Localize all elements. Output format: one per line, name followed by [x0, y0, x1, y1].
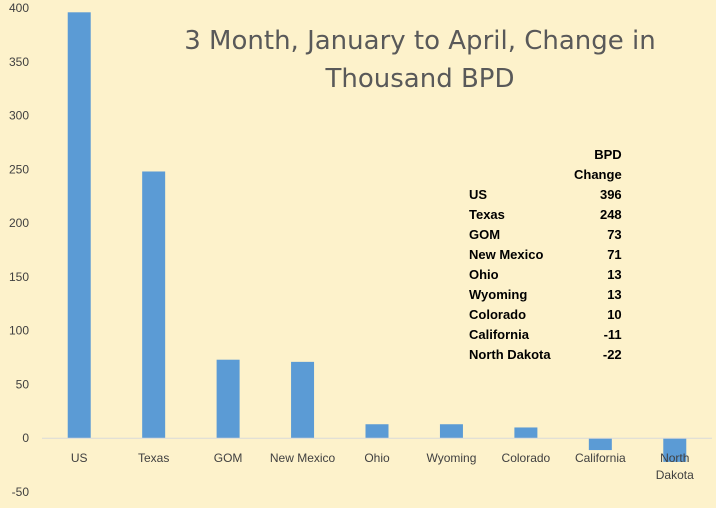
- y-tick-label: 350: [9, 55, 29, 69]
- table-cell-value: 248: [599, 207, 622, 222]
- table-cell-value: 71: [607, 247, 622, 262]
- table-row: Ohio 13: [466, 265, 622, 285]
- table-cell-value: -22: [602, 347, 622, 362]
- bar-series: [67, 12, 687, 462]
- bar-california: [588, 438, 612, 451]
- table-header-row: BPD Change: [466, 145, 622, 185]
- bar-texas: [142, 171, 166, 439]
- y-tick-label: 250: [9, 162, 29, 176]
- chart-title-line-2: Thousand BPD: [324, 64, 514, 94]
- bar-colorado: [514, 427, 538, 439]
- table-cell-name: Texas: [469, 207, 505, 222]
- table-cell-value: 73: [607, 227, 622, 242]
- table-cell-value: 13: [607, 267, 622, 282]
- bar-wyoming: [439, 424, 463, 439]
- y-tick-label: 200: [9, 216, 29, 230]
- table-row: GOM 73: [466, 225, 622, 245]
- x-category-label: GOM: [214, 451, 243, 465]
- chart-title-line-1: 3 Month, January to April, Change in: [184, 26, 656, 56]
- table-cell-name: Ohio: [469, 267, 499, 282]
- table-cell-name: US: [469, 187, 488, 202]
- table-row: California -11: [466, 325, 622, 345]
- table-row: New Mexico 71: [466, 245, 622, 265]
- bar-north-dakota: [663, 438, 687, 462]
- table-cell-name: GOM: [469, 227, 501, 242]
- y-tick-label: 100: [9, 324, 29, 338]
- x-category-label: Texas: [138, 451, 169, 465]
- y-tick-label: 0: [22, 431, 29, 445]
- table-cell-value: 396: [599, 187, 622, 202]
- table-row: Wyoming 13: [466, 285, 622, 305]
- y-tick-label: 300: [9, 109, 29, 123]
- x-category-label: Ohio: [364, 451, 390, 465]
- y-tick-label: -50: [12, 485, 30, 499]
- table-header-bpd-change: BPD Change: [574, 147, 622, 182]
- x-category-label: Dakota: [656, 468, 694, 482]
- table-row: Colorado 10: [466, 305, 622, 325]
- y-axis-tick-labels: -50 0 50 100 150 200 250 300 350 400: [9, 1, 29, 499]
- x-category-label: US: [71, 451, 88, 465]
- y-tick-label: 50: [16, 377, 30, 391]
- bar-ohio: [365, 424, 389, 439]
- x-category-label: North: [660, 451, 689, 465]
- table-cell-value: 13: [607, 287, 622, 302]
- y-tick-label: 400: [9, 1, 29, 15]
- x-axis-category-labels: US Texas GOM New Mexico Ohio Wyoming Colorado C…: [71, 451, 694, 482]
- x-category-label: New Mexico: [270, 451, 336, 465]
- table-cell-name: Wyoming: [469, 287, 528, 302]
- table-cell-value: -11: [603, 327, 622, 342]
- bar-new-mexico: [291, 361, 315, 439]
- table-row: North Dakota -22: [466, 345, 622, 365]
- table-row: Texas 248: [466, 205, 622, 225]
- bpd-change-table: BPD Change US 396 Texas 248 GOM 73 New Mexico 7…: [466, 145, 622, 365]
- x-category-label: Wyoming: [426, 451, 476, 465]
- bar-us: [67, 12, 91, 439]
- table-cell-name: North Dakota: [469, 347, 551, 362]
- table-cell-value: 10: [607, 307, 622, 322]
- table-cell-name: California: [469, 327, 529, 342]
- bar-gom: [216, 359, 240, 439]
- y-tick-label: 150: [9, 270, 29, 284]
- table-row: US 396: [466, 185, 622, 205]
- x-category-label: California: [575, 451, 626, 465]
- table-cell-name: New Mexico: [469, 247, 544, 262]
- table-header-spacer: [466, 145, 574, 185]
- table-cell-name: Colorado: [469, 307, 527, 322]
- x-category-label: Colorado: [502, 451, 551, 465]
